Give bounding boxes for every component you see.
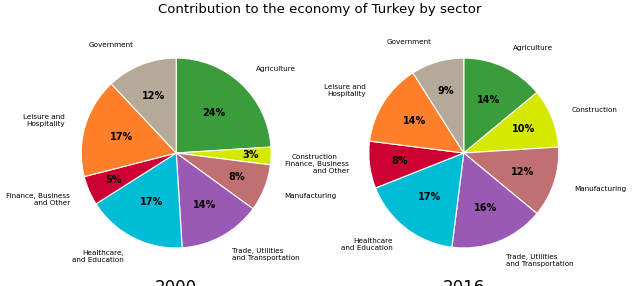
Wedge shape: [376, 153, 464, 247]
Text: 17%: 17%: [110, 132, 133, 142]
Title: 2016: 2016: [443, 279, 485, 286]
Text: 24%: 24%: [202, 108, 225, 118]
Text: 3%: 3%: [242, 150, 259, 160]
Wedge shape: [176, 153, 271, 209]
Text: Leisure and
Hospitality: Leisure and Hospitality: [23, 114, 65, 127]
Text: Manufacturing: Manufacturing: [284, 193, 336, 199]
Text: 17%: 17%: [419, 192, 442, 202]
Wedge shape: [176, 147, 271, 165]
Text: Agriculture: Agriculture: [255, 65, 296, 72]
Text: 9%: 9%: [438, 86, 454, 96]
Wedge shape: [96, 153, 182, 248]
Wedge shape: [464, 92, 559, 153]
Wedge shape: [111, 58, 176, 153]
Text: 8%: 8%: [228, 172, 244, 182]
Wedge shape: [81, 84, 176, 177]
Text: 14%: 14%: [193, 200, 216, 210]
Text: Agriculture: Agriculture: [513, 45, 553, 51]
Wedge shape: [369, 141, 464, 188]
Text: Finance, Business
and Other: Finance, Business and Other: [285, 161, 349, 174]
Wedge shape: [84, 153, 176, 204]
Text: Construction: Construction: [572, 107, 618, 113]
Text: Healthcare,
and Education: Healthcare, and Education: [72, 250, 124, 263]
Wedge shape: [464, 147, 559, 214]
Text: Government: Government: [88, 42, 134, 48]
Text: Finance, Business
and Other: Finance, Business and Other: [6, 192, 70, 206]
Text: Government: Government: [387, 39, 431, 45]
Wedge shape: [176, 58, 271, 153]
Text: Manufacturing: Manufacturing: [574, 186, 626, 192]
Wedge shape: [452, 153, 537, 248]
Text: 5%: 5%: [105, 175, 122, 185]
Wedge shape: [464, 58, 537, 153]
Text: Leisure and
Hospitality: Leisure and Hospitality: [324, 84, 366, 98]
Text: 8%: 8%: [392, 156, 408, 166]
Wedge shape: [369, 73, 464, 153]
Text: Trade, Utilities
and Transportation: Trade, Utilities and Transportation: [506, 254, 574, 267]
Text: 12%: 12%: [511, 167, 534, 177]
Text: 10%: 10%: [512, 124, 536, 134]
Text: Construction: Construction: [292, 154, 338, 160]
Text: 16%: 16%: [474, 203, 497, 213]
Text: 17%: 17%: [140, 197, 163, 207]
Text: Contribution to the economy of Turkey by sector: Contribution to the economy of Turkey by…: [158, 3, 482, 16]
Text: Healthcare
and Education: Healthcare and Education: [341, 238, 393, 251]
Text: Trade, Utilities
and Transportation: Trade, Utilities and Transportation: [232, 248, 300, 261]
Text: 14%: 14%: [403, 116, 426, 126]
Wedge shape: [413, 58, 464, 153]
Text: 14%: 14%: [477, 95, 500, 105]
Wedge shape: [176, 153, 253, 248]
Title: 2000: 2000: [155, 279, 197, 286]
Text: 12%: 12%: [142, 91, 165, 101]
